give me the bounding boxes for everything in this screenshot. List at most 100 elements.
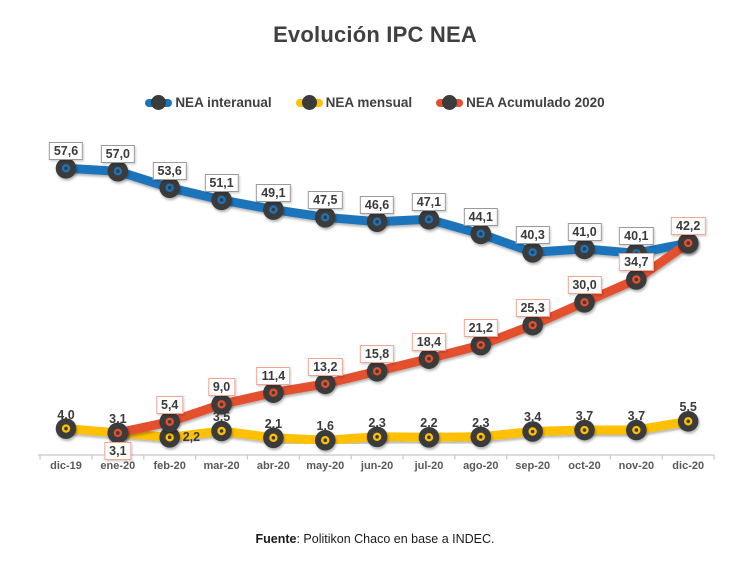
x-axis-label: jun-20	[360, 460, 393, 472]
data-point-ring	[528, 248, 537, 257]
data-point-ring	[684, 238, 693, 248]
legend-marker-icon	[436, 95, 464, 110]
data-point-nea-interanual	[626, 242, 647, 264]
data-point-ring	[61, 424, 71, 433]
legend-label: NEA Acumulado 2020	[466, 95, 605, 110]
legend-label: NEA interanual	[175, 95, 272, 110]
data-point-nea-mensual	[626, 419, 647, 441]
data-point-ring	[632, 425, 641, 435]
data-point-nea-interanual	[263, 199, 284, 220]
x-axis-label: ene-20	[100, 460, 135, 472]
data-point-ring	[372, 367, 382, 376]
data-point-nea-mensual	[211, 420, 232, 442]
x-axis-label: feb-20	[153, 460, 185, 472]
data-point-nea-interanual	[418, 208, 440, 230]
data-point-ring	[165, 417, 174, 426]
data-point-nea-mensual	[159, 427, 180, 448]
data-point-ring	[580, 425, 589, 435]
data-point-nea-mensual	[574, 419, 595, 441]
data-point-nea-acumulado-2020	[470, 334, 492, 356]
data-point-ring	[684, 417, 693, 426]
data-point-nea-interanual	[107, 160, 129, 182]
data-point-ring	[321, 379, 330, 389]
data-point-nea-acumulado-2020	[263, 382, 284, 403]
series-line-nea-acumulado-2020	[113, 238, 693, 438]
legend-label: NEA mensual	[325, 95, 413, 110]
data-point-nea-interanual	[55, 157, 77, 179]
data-point-nea-acumulado-2020	[159, 411, 180, 433]
data-point-ring	[424, 433, 434, 442]
data-point-nea-interanual	[470, 223, 492, 245]
data-point-nea-mensual	[263, 427, 284, 449]
x-axis-label: ago-20	[463, 460, 498, 472]
legend-item-nea-acumulado-2020: NEA Acumulado 2020	[436, 95, 605, 110]
data-point-ring	[580, 298, 589, 307]
legend-item-nea-mensual: NEA mensual	[295, 95, 413, 110]
data-point-nea-acumulado-2020	[418, 348, 440, 369]
x-axis-label: mar-20	[204, 460, 240, 472]
legend-dot-icon	[301, 95, 317, 110]
data-point-nea-interanual	[159, 177, 180, 199]
data-point-nea-acumulado-2020	[626, 269, 647, 290]
data-point-nea-mensual	[366, 426, 388, 448]
data-point-ring	[424, 354, 434, 363]
legend-dot-icon	[442, 95, 458, 110]
data-point-ring	[372, 432, 382, 442]
data-point-ring	[165, 433, 174, 442]
legend-marker-icon	[295, 95, 323, 110]
data-point-ring	[217, 195, 226, 205]
data-point-nea-acumulado-2020	[574, 292, 595, 313]
data-point-nea-acumulado-2020	[211, 393, 232, 415]
data-point-nea-interanual	[574, 238, 595, 260]
data-point-ring	[476, 340, 485, 350]
legend-dot-icon	[151, 95, 167, 110]
data-point-ring	[113, 428, 123, 438]
series-line-nea-interanual	[61, 163, 693, 258]
x-axis-label: dic-19	[50, 460, 82, 472]
data-point-ring	[321, 213, 330, 222]
data-point-ring	[476, 229, 485, 239]
legend-item-nea-interanual: NEA interanual	[145, 95, 272, 110]
data-point-ring	[528, 427, 537, 436]
data-point-ring	[580, 244, 589, 254]
legend-marker-icon	[145, 95, 173, 110]
data-point-ring	[269, 388, 278, 397]
chart-title: Evolución IPC NEA	[273, 22, 477, 47]
data-point-nea-mensual	[418, 427, 440, 448]
data-point-ring	[424, 215, 434, 224]
source-note: Fuente: Politikon Chaco en base a INDEC.	[0, 532, 750, 546]
data-point-nea-acumulado-2020	[522, 314, 543, 336]
data-point-ring	[372, 217, 382, 226]
data-point-nea-acumulado-2020	[314, 373, 336, 395]
data-point-ring	[61, 164, 71, 173]
chart-legend: NEA interanual NEA mensual NEA Acumulado 2…	[0, 95, 750, 110]
data-point-nea-acumulado-2020	[107, 422, 129, 444]
data-point-nea-interanual	[522, 242, 543, 263]
data-point-nea-interanual	[366, 211, 388, 233]
data-point-nea-interanual	[314, 207, 336, 228]
data-point-nea-mensual	[314, 429, 336, 451]
data-point-ring	[217, 426, 226, 436]
x-axis-label: oct-20	[568, 460, 600, 472]
x-axis-label: may-20	[306, 460, 344, 472]
data-point-nea-acumulado-2020	[677, 232, 699, 254]
x-axis-label: nov-20	[619, 460, 654, 472]
source-label: Fuente	[255, 532, 297, 546]
x-axis-label: abr-20	[257, 460, 290, 472]
data-point-ring	[217, 400, 226, 409]
data-point-nea-mensual	[677, 410, 699, 432]
source-text: : Politikon Chaco en base a INDEC.	[296, 532, 495, 546]
data-point-nea-mensual	[55, 418, 77, 439]
data-point-nea-interanual	[211, 189, 232, 211]
data-point-ring	[165, 183, 174, 192]
data-point-nea-mensual	[470, 426, 492, 448]
x-axis-label: sep-20	[515, 460, 550, 472]
data-point-ring	[269, 205, 278, 214]
data-point-ring	[269, 433, 278, 443]
x-axis-label: jul-20	[414, 460, 444, 472]
data-point-ring	[528, 320, 537, 330]
data-point-ring	[113, 167, 123, 176]
data-point-nea-acumulado-2020	[366, 360, 388, 382]
